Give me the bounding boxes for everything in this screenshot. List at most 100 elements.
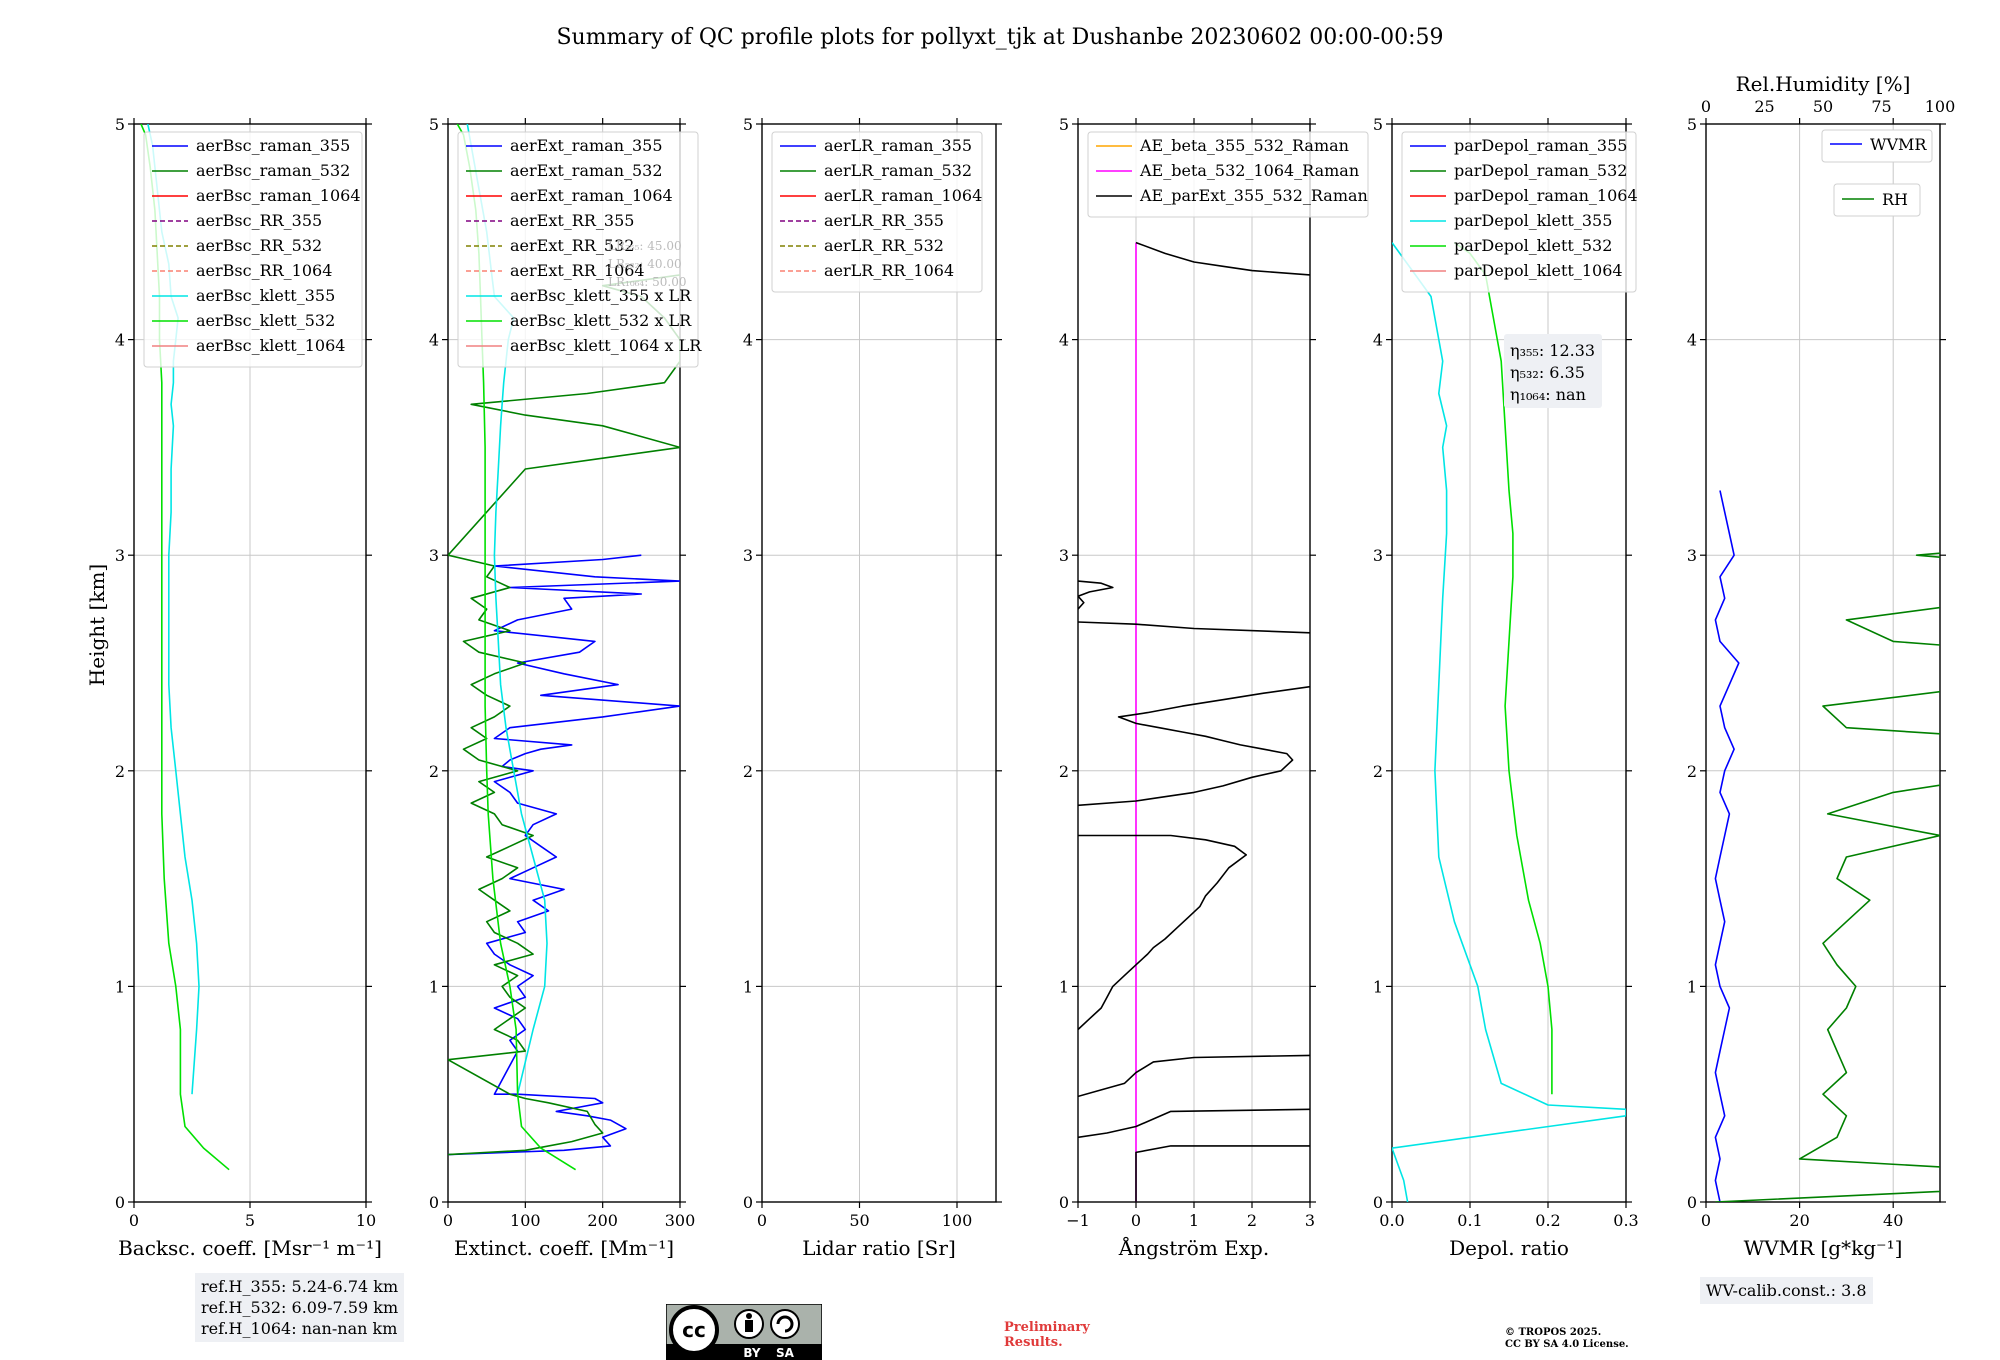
series-line-ae-parext-355-532-raman-seg2 xyxy=(1078,1108,1310,1139)
eta-box xyxy=(1504,334,1602,408)
copyright-note: © TROPOS 2025. CC BY SA 4.0 License. xyxy=(1505,1327,1629,1351)
cc-by-sa-license-badge: cc BY SA xyxy=(666,1304,822,1360)
y-tick-label: 0 xyxy=(743,1193,753,1212)
series-group xyxy=(1078,241,1310,1202)
x-tick-label: 20 xyxy=(1789,1211,1809,1230)
legend-label: aerLR_raman_355 xyxy=(824,136,972,155)
preliminary-line-2: Results. xyxy=(1004,1335,1063,1350)
y-tick-label: 4 xyxy=(1687,331,1697,350)
x-tick-label: 0 xyxy=(129,1211,139,1230)
panel-bsc: 0 5 10 0 1 2 3 4 5 Backsc. coeff. [Msr⁻¹ m⁻¹] aerB… xyxy=(115,115,382,1260)
top-tick-label: 25 xyxy=(1754,97,1774,116)
x-tick-label: 200 xyxy=(587,1211,618,1230)
y-tick-label: 1 xyxy=(743,977,753,996)
x-tick-label: 5 xyxy=(245,1211,255,1230)
x-axis-label: Lidar ratio [Sr] xyxy=(802,1236,956,1260)
ref-heights-box: ref.H_355: 5.24-6.74 km ref.H_532: 6.09-… xyxy=(195,1273,405,1342)
legend-label: aerBsc_klett_1064 xyxy=(196,336,345,355)
y-tick-label: 5 xyxy=(743,115,753,134)
legend-frame xyxy=(143,131,363,368)
series-group xyxy=(1714,490,1940,1202)
legend-label: parDepol_klett_355 xyxy=(1454,211,1612,230)
legend-label: RH xyxy=(1882,190,1908,209)
legend-label: aerBsc_klett_355 xyxy=(196,286,335,305)
series-line-pardepol-klett-355 xyxy=(1392,242,1626,1202)
x-axis-label: Extinct. coeff. [Mm⁻¹] xyxy=(454,1236,674,1260)
preliminary-line-1: Preliminary xyxy=(1004,1320,1090,1335)
wv-calib-const: WV-calib.const.: 3.8 xyxy=(1706,1281,1867,1300)
x-tick-label: 40 xyxy=(1883,1211,1903,1230)
legend-label: aerBsc_RR_532 xyxy=(196,236,322,255)
panel-depol: 0.0 0.1 0.2 0.3 0 1 2 3 4 5 Depol. ratio parDepol_r… xyxy=(1373,115,1639,1260)
y-tick-label: 0 xyxy=(1687,1193,1697,1212)
x-tick-label: 300 xyxy=(665,1211,696,1230)
legend-frame xyxy=(1833,183,1921,217)
x-tick-label: 10 xyxy=(356,1211,376,1230)
y-tick-label: 0 xyxy=(1373,1193,1383,1212)
series-line-ae-parext-355-532-raman-seg4 xyxy=(1078,834,1247,1031)
series-line-aerext-raman-355 xyxy=(448,554,680,1156)
legend-label: parDepol_raman_532 xyxy=(1454,161,1627,180)
legend-label: parDepol_klett_532 xyxy=(1454,236,1612,255)
y-tick-label: 5 xyxy=(1059,115,1069,134)
copyright-line-1: © TROPOS 2025. xyxy=(1505,1327,1602,1338)
cc-by-text: BY xyxy=(743,1346,760,1360)
panel-ext: 0 100 200 300 0 1 2 3 4 5 Extinct. coeff. [Mm⁻¹] ae… xyxy=(429,115,702,1260)
y-tick-label: 0 xyxy=(429,1193,439,1212)
legend-rh: RH xyxy=(1833,183,1921,217)
series-line-aerext-raman-532 xyxy=(448,274,680,1156)
eta-label: η₅₃₂: 6.35 xyxy=(1510,363,1585,382)
x-tick-label: 1 xyxy=(1189,1211,1199,1230)
legend-frame xyxy=(1401,131,1637,293)
y-tick-label: 1 xyxy=(1059,977,1069,996)
series-line-ae-parext-355-532-raman-seg6 xyxy=(1078,621,1310,634)
x-tick-label: 0 xyxy=(1131,1211,1141,1230)
series-line-ae-parext-355-532-raman-seg7 xyxy=(1078,580,1114,610)
legend: aerBsc_raman_355 aerBsc_raman_532 aerBsc_r… xyxy=(143,131,363,368)
y-tick-label: 3 xyxy=(1687,546,1697,565)
top-tick-label: 50 xyxy=(1813,97,1833,116)
y-tick-label: 0 xyxy=(1059,1193,1069,1212)
series-line-ae-parext-355-532-raman-seg3 xyxy=(1078,1054,1310,1098)
y-tick-label: 1 xyxy=(115,977,125,996)
lr-annotation: LR₅₃₂: 40.00 xyxy=(608,257,682,271)
series-line-pardepol-klett-532 xyxy=(1453,241,1553,1095)
legend-label: aerLR_RR_532 xyxy=(824,236,944,255)
legend-label: aerLR_RR_1064 xyxy=(824,261,954,280)
y-tick-label: 4 xyxy=(1059,331,1069,350)
x-tick-label: 0.2 xyxy=(1535,1211,1560,1230)
legend-frame xyxy=(1821,129,1933,163)
y-tick-label: 2 xyxy=(115,762,125,781)
x-tick-label: 3 xyxy=(1305,1211,1315,1230)
y-tick-label: 3 xyxy=(1373,546,1383,565)
series-line-ae-parext-355-532-raman-seg5 xyxy=(1078,685,1310,807)
x-axis-label: Ångström Exp. xyxy=(1118,1235,1269,1260)
top-tick-label: 100 xyxy=(1925,97,1956,116)
legend: AE_beta_355_532_Raman AE_beta_532_1064_Ra… xyxy=(1087,131,1369,218)
series-group xyxy=(1392,241,1626,1202)
legend-label: aerBsc_raman_1064 xyxy=(196,186,361,205)
axes-frame xyxy=(133,123,367,1203)
lr-annotation: LR₃₅₅: 45.00 xyxy=(608,239,682,253)
legend: aerExt_raman_355 aerExt_raman_532 aerExt_r… xyxy=(457,131,702,368)
wv-calib-box: WV-calib.const.: 3.8 xyxy=(1700,1277,1873,1304)
axes-frame xyxy=(1705,123,1941,1203)
y-tick-label: 1 xyxy=(1373,977,1383,996)
legend-label: aerBsc_klett_355 x LR xyxy=(510,286,692,305)
y-tick-label: 3 xyxy=(743,546,753,565)
y-tick-label: 3 xyxy=(1059,546,1069,565)
top-tick-label: 0 xyxy=(1701,97,1711,116)
legend: aerLR_raman_355 aerLR_raman_532 aerLR_rama… xyxy=(771,131,983,293)
y-tick-label: 1 xyxy=(429,977,439,996)
x-axis-label: Depol. ratio xyxy=(1449,1236,1569,1260)
x-tick-label: 0 xyxy=(443,1211,453,1230)
legend-label: aerLR_RR_355 xyxy=(824,211,944,230)
y-tick-label: 1 xyxy=(1687,977,1697,996)
cc-badge-text: cc xyxy=(682,1318,706,1342)
y-tick-label: 3 xyxy=(429,546,439,565)
y-tick-label: 5 xyxy=(1687,115,1697,134)
legend-label: AE_beta_355_532_Raman xyxy=(1139,136,1349,155)
x-tick-label: −1 xyxy=(1066,1211,1090,1230)
